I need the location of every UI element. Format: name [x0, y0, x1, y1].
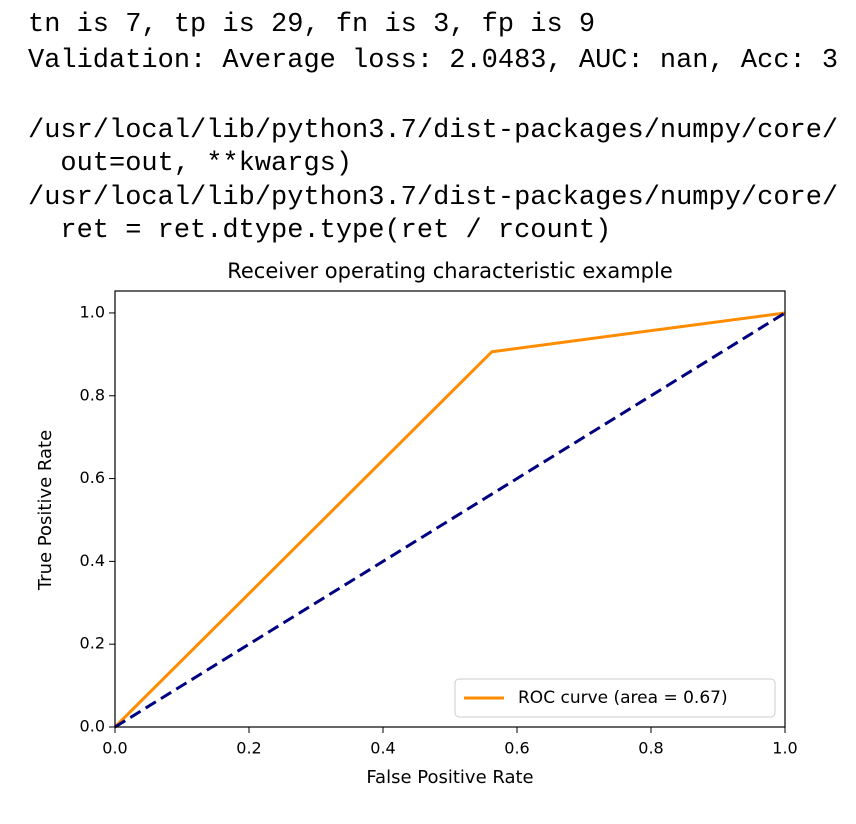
- console-line: Validation: Average loss: 2.0483, AUC: n…: [28, 46, 838, 76]
- y-tick-label: 0.2: [80, 634, 105, 653]
- chart-title: Receiver operating characteristic exampl…: [227, 259, 673, 283]
- y-tick-label: 0.4: [80, 551, 105, 570]
- warning-line: out=out, **kwargs): [28, 149, 352, 179]
- warning-line: /usr/local/lib/python3.7/dist-packages/n…: [28, 183, 838, 213]
- console-line: tn is 7, tp is 29, fn is 3, fp is 9: [28, 10, 595, 40]
- warning-line: /usr/local/lib/python3.7/dist-packages/n…: [28, 116, 838, 146]
- x-tick-label: 1.0: [772, 739, 797, 758]
- x-tick-label: 0.2: [236, 739, 261, 758]
- x-tick-label: 0.0: [102, 739, 127, 758]
- axes-frame: [114, 290, 786, 728]
- x-tick-label: 0.6: [504, 739, 529, 758]
- y-tick-label: 0.6: [80, 468, 105, 487]
- warning-line: ret = ret.dtype.type(ret / rcount): [28, 216, 611, 246]
- x-tick-label: 0.4: [370, 739, 395, 758]
- legend-box: [454, 678, 776, 718]
- y-axis-label: True Positive Rate: [35, 430, 56, 591]
- y-tick-label: 0.0: [80, 717, 105, 736]
- x-tick-label: 0.8: [638, 739, 663, 758]
- line: [113, 311, 786, 729]
- y-tick-label: 0.8: [80, 385, 105, 404]
- x-axis-label: False Positive Rate: [366, 767, 533, 788]
- y-tick-label: 1.0: [80, 302, 105, 321]
- line: [114, 311, 786, 729]
- legend-label: ROC curve (area = 0.67): [518, 688, 728, 708]
